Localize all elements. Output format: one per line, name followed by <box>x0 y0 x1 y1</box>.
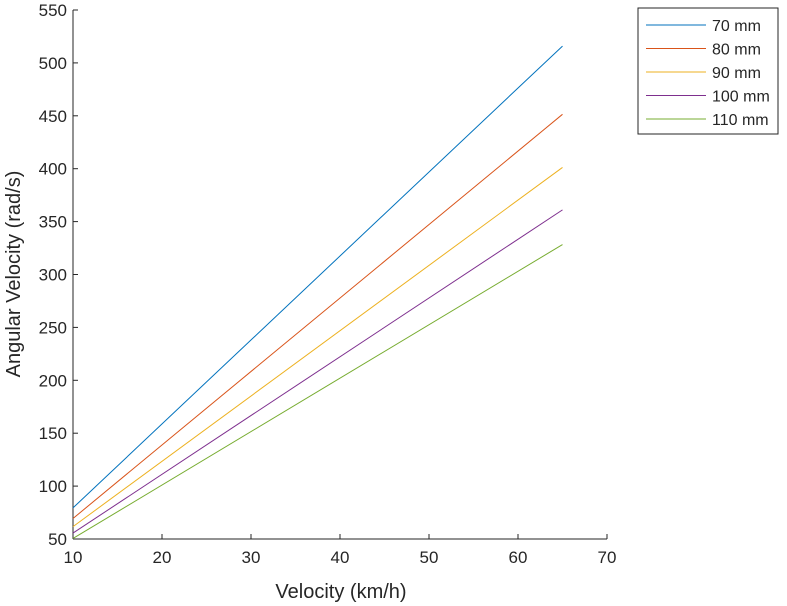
series-lines <box>72 45 563 539</box>
y-tick-label: 100 <box>39 477 67 496</box>
x-tick-label: 60 <box>509 548 528 567</box>
series-line-110-mm <box>72 244 563 539</box>
y-tick-label: 50 <box>48 530 67 549</box>
legend-box <box>637 7 779 135</box>
legend: 70 mm 80 mm 90 mm 100 mm 110 mm <box>637 7 779 135</box>
x-axis-ticks: 10 20 30 40 50 60 70 <box>64 534 617 567</box>
x-tick-label: 30 <box>242 548 261 567</box>
series-line-90-mm <box>72 167 563 528</box>
y-tick-label: 450 <box>39 107 67 126</box>
y-tick-label: 150 <box>39 424 67 443</box>
y-axis-ticks: 50 100 150 200 250 300 350 400 450 500 550 <box>39 1 78 549</box>
x-tick-label: 70 <box>598 548 617 567</box>
legend-entry-label: 80 mm <box>712 42 761 59</box>
x-tick-label: 20 <box>153 548 172 567</box>
x-tick-label: 40 <box>331 548 350 567</box>
x-tick-label: 10 <box>64 548 83 567</box>
y-tick-label: 350 <box>39 213 67 232</box>
y-tick-label: 500 <box>39 54 67 73</box>
x-tick-label: 50 <box>420 548 439 567</box>
x-axis-label: Velocity (km/h) <box>275 581 406 603</box>
y-tick-label: 200 <box>39 371 67 390</box>
legend-entry-label: 100 mm <box>712 89 770 106</box>
legend-entry-label: 110 mm <box>712 112 769 129</box>
legend-entry-label: 90 mm <box>712 65 761 82</box>
axes-box <box>72 10 607 540</box>
series-line-70-mm <box>72 45 563 509</box>
y-axis-label: Angular Velocity (rad/s) <box>3 171 25 378</box>
legend-entry-label: 70 mm <box>712 18 761 35</box>
series-line-100-mm <box>72 209 563 534</box>
series-line-80-mm <box>72 113 563 519</box>
y-tick-label: 550 <box>39 1 67 20</box>
y-tick-label: 400 <box>39 160 67 179</box>
y-tick-label: 250 <box>39 318 67 337</box>
y-tick-label: 300 <box>39 266 67 285</box>
